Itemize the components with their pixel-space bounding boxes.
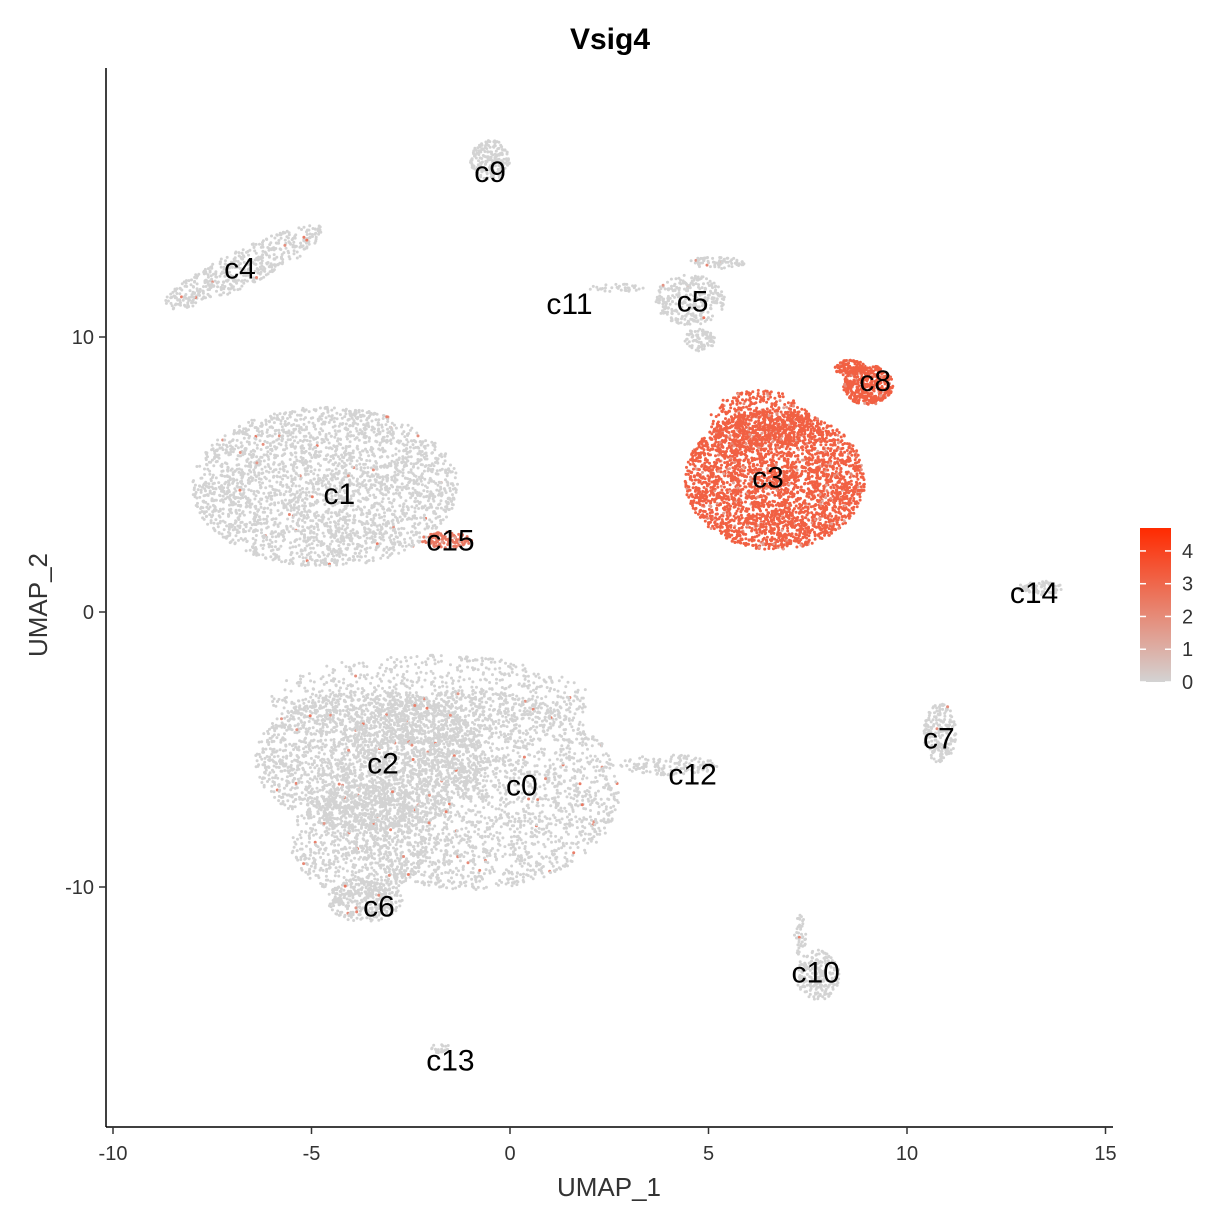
x-tick-label: 15 [1094,1143,1116,1165]
cluster-label-c3: c3 [752,461,784,494]
legend-tick-label: 3 [1182,574,1193,596]
cluster-label-c14: c14 [1010,577,1058,610]
x-tick-label: -10 [99,1143,128,1165]
x-tick-label: 5 [703,1143,714,1165]
cluster-label-c11: c11 [546,288,592,321]
cluster-label-c15: c15 [426,525,474,558]
cluster-points-c7 [922,702,958,764]
cluster-points-c5 [654,256,746,353]
cluster-label-c6: c6 [363,890,395,923]
cluster-points-c4 [164,224,323,311]
cluster-points-c12 [619,753,719,777]
cluster-points-c10 [793,913,841,1001]
legend-tick-label: 4 [1182,541,1193,563]
x-axis-title: UMAP_1 [557,1172,661,1202]
cluster-label-c5: c5 [677,285,709,318]
legend-colorbar [1140,528,1171,682]
cluster-points-c2 [254,653,587,896]
cluster-points-c3 [683,388,866,551]
cluster-label-c0: c0 [506,769,538,802]
cluster-label-c13: c13 [426,1044,474,1077]
cluster-points-c9 [469,139,511,181]
cluster-points-c1 [191,405,459,568]
y-tick-label: -10 [65,877,94,899]
legend-tick-label: 2 [1182,606,1193,628]
cluster-points-c8 [833,358,895,406]
cluster-label-c10: c10 [792,956,840,989]
cluster-points-c15 [421,530,474,550]
cluster-label-c4: c4 [224,252,256,285]
x-axis-ticks: -10 -5 0 5 10 15 [99,1127,1117,1165]
x-tick-label: -5 [303,1143,321,1165]
y-tick-label: 10 [72,327,94,349]
cluster-label-c2: c2 [367,747,399,780]
cluster-points-c6 [327,877,404,923]
cluster-points-c11 [588,282,645,293]
legend-tick-label: 0 [1182,672,1193,694]
color-legend: 0 1 2 3 4 [1140,528,1193,694]
x-tick-label: 0 [504,1143,515,1165]
y-axis-title: UMAP_2 [23,553,53,657]
cluster-label-c7: c7 [923,723,955,756]
legend-tick-label: 1 [1182,639,1193,661]
cluster-label-c8: c8 [859,365,891,398]
chart-title: Vsig4 [570,23,650,56]
cluster-label-c12: c12 [668,758,716,791]
cluster-label-c1: c1 [323,478,355,511]
y-tick-label: 0 [83,602,94,624]
cluster-labels: c0 c1 c2 c3 c4 c5 c6 c7 c8 c9 c10 c11 c12 c13 c14 c15 [224,156,1058,1077]
cell-points [164,139,1063,1055]
y-axis-ticks: -10 0 10 [65,327,106,899]
cluster-label-c9: c9 [474,156,506,189]
cluster-points-c14 [1017,579,1063,597]
cluster-points-c13 [430,1043,450,1055]
x-tick-label: 10 [896,1143,918,1165]
